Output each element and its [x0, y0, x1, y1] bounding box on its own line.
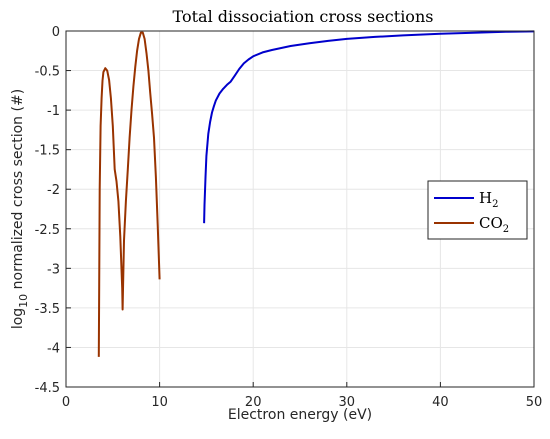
y-tick-label: 0 [52, 25, 60, 40]
y-tick-label: -2.5 [35, 223, 60, 238]
y-tick-label: -1 [47, 104, 60, 119]
y-tick-label: -2 [47, 183, 60, 198]
legend: H2 CO2 [427, 180, 528, 240]
legend-box [427, 180, 528, 240]
y-axis-label-rest: normalized cross section (#) [10, 89, 26, 294]
series-line-h2 [203, 30, 535, 224]
y-tick-label: -4 [47, 341, 60, 356]
y-tick-label: -1.5 [35, 144, 60, 159]
y-axis-label-log: log [10, 308, 26, 329]
y-tick-label: -3 [47, 262, 60, 277]
y-tick-label: -0.5 [35, 65, 60, 80]
y-axis-ticks: 0 -0.5 -1 -1.5 -2 -2.5 -3 -3.5 -4 -4.5 [35, 25, 71, 396]
x-tick-label: 0 [62, 395, 70, 410]
x-tick-label: 50 [526, 395, 543, 410]
x-tick-label: 40 [432, 395, 449, 410]
legend-label-co2: CO2 [479, 214, 509, 235]
x-tick-label: 30 [339, 395, 356, 410]
plot-border [65, 30, 535, 388]
x-axis-label: Electron energy (eV) [228, 407, 372, 423]
y-axis-label: log10 normalized cross section (#) [10, 89, 30, 329]
x-tick-label: 10 [151, 395, 168, 410]
series-line-co2 [97, 31, 161, 357]
y-tick-label: -3.5 [35, 302, 60, 317]
chart-title: Total dissociation cross sections [173, 7, 434, 26]
x-tick-label: 20 [245, 395, 262, 410]
x-axis-ticks: 0 10 20 30 40 50 [62, 382, 542, 410]
y-tick-label: -4.5 [35, 381, 60, 396]
series-layer [97, 30, 535, 357]
y-axis-label-sub: 10 [17, 294, 30, 308]
legend-label-h2: H2 [479, 189, 498, 210]
